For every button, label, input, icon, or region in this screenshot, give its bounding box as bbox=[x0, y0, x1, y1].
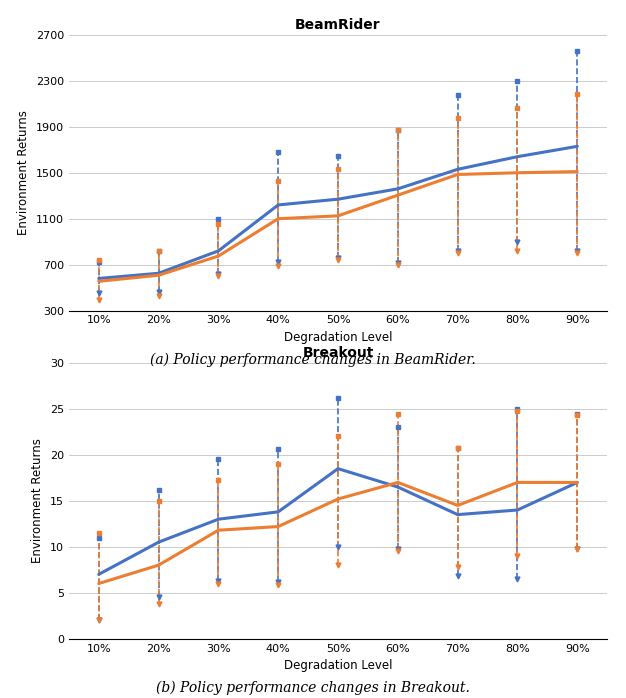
Title: Breakout: Breakout bbox=[302, 346, 374, 360]
Y-axis label: Environment Returns: Environment Returns bbox=[17, 110, 30, 235]
Legend: with important frames, without important frames: with important frames, without important… bbox=[152, 377, 524, 396]
X-axis label: Degradation Level: Degradation Level bbox=[284, 331, 393, 344]
Title: BeamRider: BeamRider bbox=[295, 18, 381, 32]
Text: (a) Policy performance changes in BeamRider.: (a) Policy performance changes in BeamRi… bbox=[150, 352, 476, 367]
Y-axis label: Environment Returns: Environment Returns bbox=[31, 438, 44, 563]
X-axis label: Degradation Level: Degradation Level bbox=[284, 659, 393, 672]
Text: (b) Policy performance changes in Breakout.: (b) Policy performance changes in Breako… bbox=[156, 681, 470, 695]
